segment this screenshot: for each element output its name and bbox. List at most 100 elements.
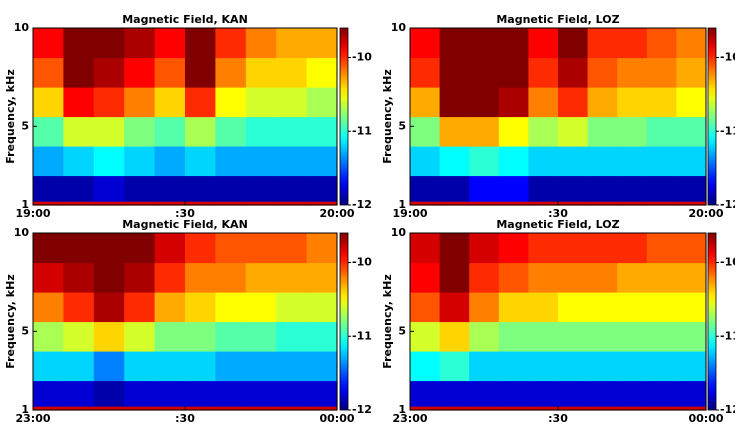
heatmap-cell: [93, 146, 125, 177]
heatmap-cell: [646, 28, 677, 59]
heatmap-cell: [439, 146, 470, 177]
heatmap-cell: [185, 28, 216, 59]
heatmap-cell: [185, 57, 216, 88]
heatmap-cell: [154, 292, 186, 323]
heatmap-cell: [185, 175, 216, 202]
x-tick-label: :30: [548, 412, 568, 424]
heatmap-cell: [306, 175, 338, 202]
colorbar-tick-label: -10: [720, 51, 735, 64]
heatmap-cell: [154, 87, 186, 118]
heatmap-cell: [215, 116, 247, 147]
heatmap-cell: [528, 175, 559, 202]
y-tick-label: 1: [21, 403, 29, 416]
colorbar-tick-label: -11: [352, 124, 372, 137]
heatmap-cell: [676, 406, 707, 411]
heatmap-cell: [93, 87, 125, 118]
heatmap-cell: [93, 292, 125, 323]
colorbar-tick-label: -12: [352, 403, 372, 416]
y-tick-label: 1: [398, 403, 406, 416]
colorbar-tick-label: -10: [720, 256, 735, 269]
heatmap-cell: [215, 28, 247, 59]
y-tick-label: 10: [391, 21, 407, 34]
heatmap-cell: [617, 201, 648, 206]
heatmap-cell: [558, 233, 589, 264]
heatmap-cell: [185, 380, 216, 407]
heatmap-cell: [276, 116, 308, 147]
heatmap-cell: [276, 28, 308, 59]
heatmap-cell: [154, 351, 186, 382]
heatmap-cell: [245, 406, 277, 411]
heatmap-cell: [617, 87, 648, 118]
heatmap-cell: [469, 380, 500, 407]
heatmap-cell: [33, 406, 64, 411]
heatmap-cell: [306, 233, 338, 264]
heatmap-cell: [410, 292, 441, 323]
heatmap-cell: [498, 262, 529, 293]
heatmap-cell: [439, 321, 470, 352]
heatmap-cell: [33, 351, 64, 382]
heatmap-cell: [93, 28, 125, 59]
heatmap-cell: [646, 233, 677, 264]
heatmap-cell: [63, 233, 95, 264]
heatmap-cell: [245, 116, 277, 147]
heatmap-cell: [33, 116, 64, 147]
heatmap-cell: [306, 201, 338, 206]
heatmap-cell: [558, 57, 589, 88]
heatmap-cell: [528, 201, 559, 206]
heatmap-cell: [63, 262, 95, 293]
heatmap-cell: [646, 380, 677, 407]
heatmap-cell: [276, 406, 308, 411]
heatmap-cell: [469, 146, 500, 177]
heatmap-cell: [587, 116, 618, 147]
y-axis-label: Frequency, kHz: [4, 274, 17, 368]
heatmap-cell: [617, 380, 648, 407]
heatmap-cell: [676, 233, 707, 264]
heatmap-cell: [587, 406, 618, 411]
heatmap-cell: [63, 292, 95, 323]
heatmap-cell: [498, 292, 529, 323]
heatmap-cell: [63, 201, 95, 206]
heatmap-cell: [646, 262, 677, 293]
heatmap-cell: [617, 116, 648, 147]
x-tick-label: 00:00: [319, 412, 354, 424]
heatmap-cell: [439, 292, 470, 323]
panel-title: Magnetic Field, LOZ: [496, 13, 619, 26]
heatmap-cell: [33, 233, 64, 264]
heatmap-cell: [528, 292, 559, 323]
heatmap-cell: [469, 406, 500, 411]
heatmap-cell: [215, 380, 247, 407]
heatmap-cell: [558, 116, 589, 147]
y-tick-label: 1: [398, 198, 406, 211]
heatmap-cell: [646, 175, 677, 202]
heatmap-cell: [154, 233, 186, 264]
heatmap-cell: [33, 175, 64, 202]
heatmap-cell: [498, 116, 529, 147]
heatmap-cell: [558, 262, 589, 293]
heatmap-cell: [646, 292, 677, 323]
heatmap-cell: [528, 116, 559, 147]
heatmap-cell: [306, 406, 338, 411]
panel-title: Magnetic Field, KAN: [122, 13, 248, 26]
heatmap-cell: [63, 87, 95, 118]
heatmap-cell: [676, 175, 707, 202]
heatmap-cell: [558, 201, 589, 206]
heatmap-cell: [439, 262, 470, 293]
heatmap-cell: [439, 351, 470, 382]
heatmap-cell: [558, 146, 589, 177]
heatmap-cell: [93, 175, 125, 202]
heatmap-cell: [528, 262, 559, 293]
heatmap-cell: [439, 201, 470, 206]
heatmap-cell: [469, 28, 500, 59]
heatmap-cell: [410, 201, 441, 206]
heatmap-cell: [498, 380, 529, 407]
heatmap-cell: [33, 262, 64, 293]
heatmap-cell: [617, 175, 648, 202]
heatmap-cell: [587, 57, 618, 88]
y-tick-label: 5: [21, 324, 29, 337]
heatmap-cell: [498, 87, 529, 118]
heatmap-cell: [185, 406, 216, 411]
heatmap-cell: [528, 57, 559, 88]
heatmap-cell: [93, 233, 125, 264]
x-tick-label: :30: [175, 412, 195, 424]
